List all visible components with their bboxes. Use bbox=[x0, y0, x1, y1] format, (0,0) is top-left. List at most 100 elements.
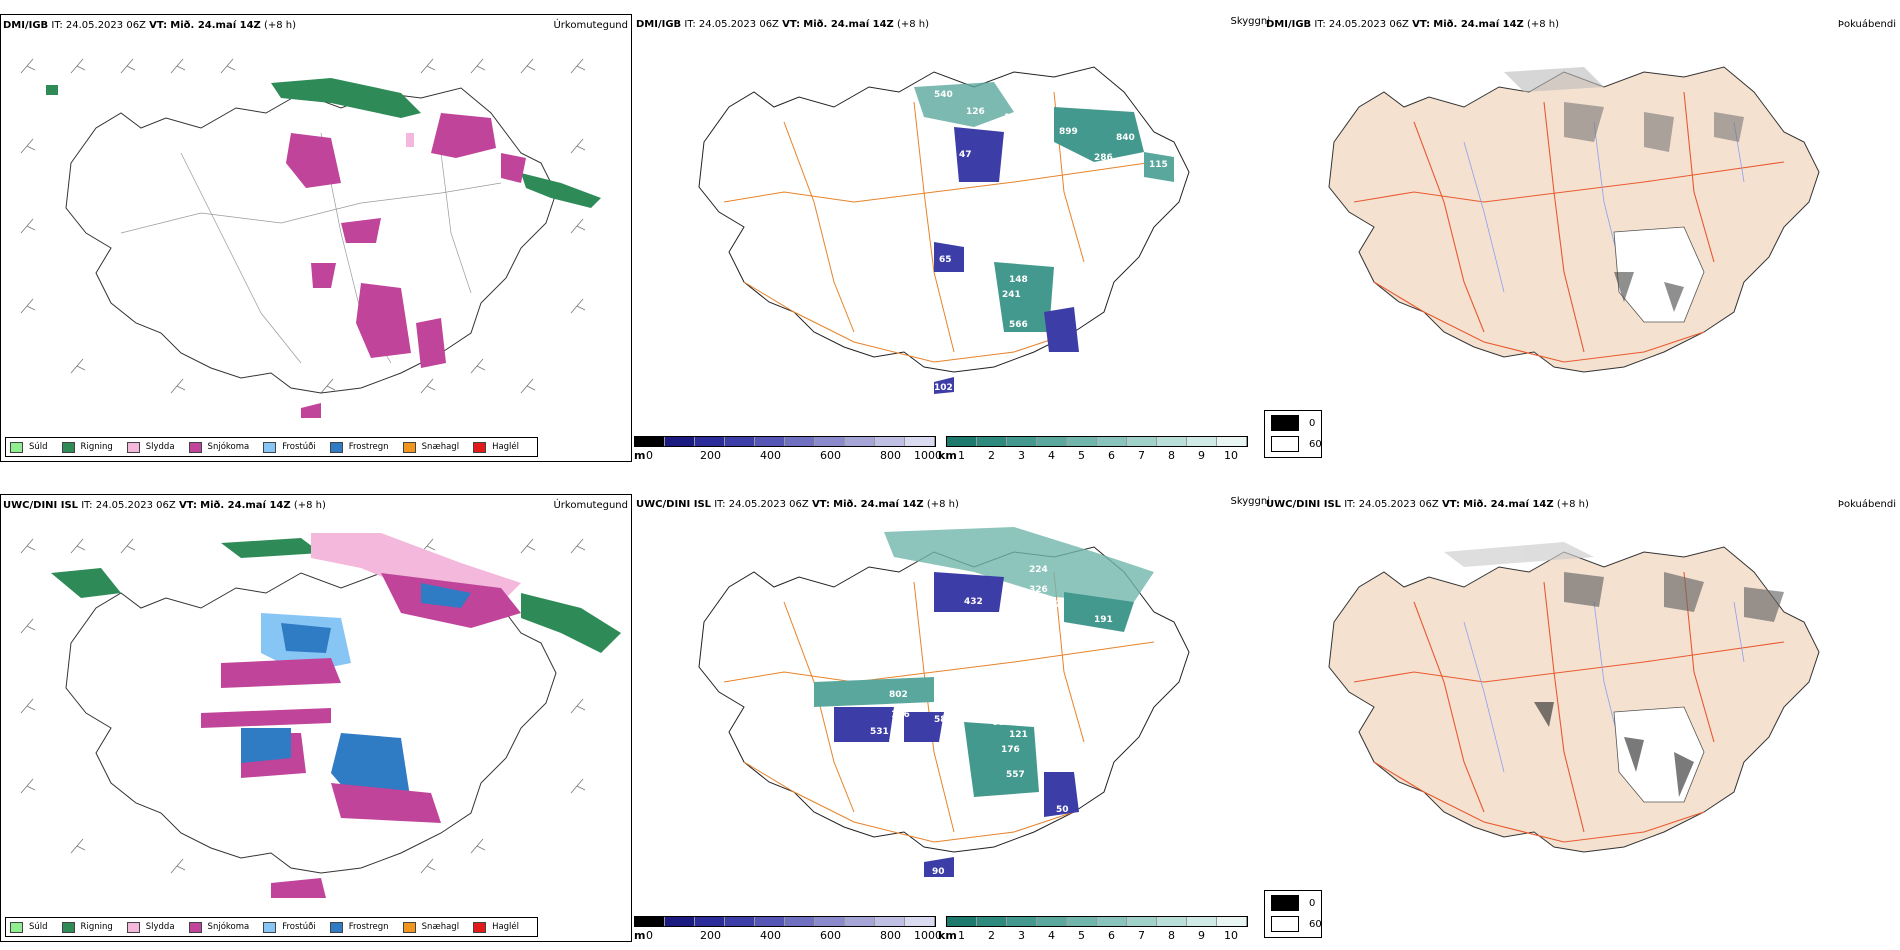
cloud-label: 08 bbox=[992, 718, 1005, 728]
fog-key-row: 0 bbox=[1271, 415, 1315, 431]
legend-label: Frostregn bbox=[348, 922, 389, 932]
tick-label: 5 bbox=[1078, 929, 1085, 942]
colorbar-cell bbox=[1037, 917, 1067, 926]
legend-item: Frostregn bbox=[329, 441, 389, 453]
it-label: IT: bbox=[51, 20, 63, 31]
cloud-label: 217 bbox=[939, 163, 958, 173]
it-label: IT: bbox=[81, 500, 93, 511]
panel-title: Skyggni bbox=[1230, 16, 1270, 27]
legend-swatch bbox=[126, 441, 140, 453]
colorbar-cell bbox=[785, 437, 815, 446]
tick-label: 10 bbox=[1224, 929, 1238, 942]
tick-label: 4 bbox=[1048, 449, 1055, 462]
panel-title: Úrkomutegund bbox=[553, 500, 628, 511]
legend-item: Súld bbox=[10, 441, 48, 453]
cloud-label: 47 bbox=[959, 150, 972, 160]
fog-areas bbox=[1444, 542, 1784, 797]
legend-label: Súld bbox=[29, 442, 48, 452]
fog-key-label: 0 bbox=[1309, 897, 1316, 909]
tick-label: 0 bbox=[646, 929, 653, 942]
tick-label: 3 bbox=[1018, 929, 1025, 942]
legend-label: Rigning bbox=[80, 442, 113, 452]
precip-legend: Súld Rigning Slydda Snjókoma Frostúði Fr… bbox=[5, 437, 539, 457]
colorbar-cell bbox=[665, 437, 695, 446]
cloud-map-top: 540 126 172 899 840 286 47 217 115 28 65… bbox=[698, 66, 1190, 397]
lead-time: (+8 h) bbox=[896, 19, 930, 30]
cloud-label: 102 bbox=[934, 383, 953, 393]
panel-header: UWC/DINI ISL IT: 24.05.2023 06Z VT: Mið.… bbox=[634, 496, 1270, 512]
colorbar-cell bbox=[635, 917, 665, 926]
colorbar-cell bbox=[977, 437, 1007, 446]
roads bbox=[723, 91, 1155, 363]
legend-swatch bbox=[402, 441, 416, 453]
legend-item: Snæhagl bbox=[402, 441, 459, 453]
fog-key: 0 60 bbox=[1264, 890, 1322, 938]
tick-label: 1 bbox=[958, 449, 965, 462]
colorbar-cell bbox=[977, 917, 1007, 926]
fog-key: 0 60 bbox=[1264, 410, 1322, 458]
legend-label: Frostúði bbox=[282, 922, 316, 932]
cloud-label: 432 bbox=[964, 597, 983, 607]
vt-label: VT: bbox=[782, 19, 801, 30]
wind-barbs bbox=[20, 58, 586, 394]
colorbar-cell bbox=[725, 917, 755, 926]
precip-legend: Súld Rigning Slydda Snjókoma Frostúði Fr… bbox=[5, 917, 539, 937]
vt-label: VT: bbox=[1441, 499, 1460, 510]
colorbar-cell bbox=[1097, 917, 1127, 926]
tick-label: 600 bbox=[820, 449, 841, 462]
legend-item: Snæhagl bbox=[402, 921, 459, 933]
legend-item: Haglél bbox=[473, 921, 519, 933]
legend-label: Slydda bbox=[145, 922, 175, 932]
cloud-visibility-panel-bottom: UWC/DINI ISL IT: 24.05.2023 06Z VT: Mið.… bbox=[634, 494, 1270, 942]
iceland-land bbox=[1328, 546, 1820, 853]
colorbar-cell bbox=[755, 917, 785, 926]
iceland-coastline bbox=[65, 87, 557, 394]
vt-label: VT: bbox=[1412, 19, 1431, 30]
legend-swatch bbox=[473, 441, 487, 453]
legend-item: Haglél bbox=[473, 441, 519, 453]
cloud-label: 899 bbox=[1059, 127, 1078, 137]
colorbar-cell bbox=[1217, 437, 1247, 446]
fog-map-bottom bbox=[1328, 542, 1820, 853]
cloud-label: 222 bbox=[1042, 600, 1061, 610]
cloud-label: 126 bbox=[891, 710, 910, 720]
cloud-label: 08 bbox=[1179, 625, 1192, 635]
colorbar-cell bbox=[1157, 917, 1187, 926]
legend-swatch bbox=[329, 441, 343, 453]
model-name: DMI/IGB bbox=[3, 20, 49, 31]
colorbar-cell bbox=[1097, 437, 1127, 446]
it-label: IT: bbox=[684, 19, 696, 30]
it-value: 24.05.2023 06Z bbox=[65, 20, 146, 31]
cloud-areas bbox=[814, 527, 1154, 877]
legend-swatch bbox=[10, 921, 23, 933]
colorbar-cell bbox=[947, 437, 977, 446]
colorbar-cell bbox=[905, 917, 935, 926]
it-value: 24.05.2023 06Z bbox=[1328, 19, 1409, 30]
tick-label: 400 bbox=[760, 449, 781, 462]
colorbar-cells bbox=[634, 916, 936, 927]
tick-label: 800 bbox=[880, 929, 901, 942]
it-value: 24.05.2023 06Z bbox=[698, 19, 779, 30]
colorbar-cell bbox=[1007, 437, 1037, 446]
colorbar-cell bbox=[695, 437, 725, 446]
cloud-label: 115 bbox=[1149, 160, 1168, 170]
colorbar-cell bbox=[947, 917, 977, 926]
panel-title: Þokuábendi bbox=[1837, 19, 1896, 30]
fog-areas bbox=[1504, 67, 1744, 312]
colorbar-cell bbox=[1127, 917, 1157, 926]
legend-item: Snjókoma bbox=[188, 441, 249, 453]
model-name: DMI/IGB bbox=[636, 19, 682, 30]
colorbar-cell bbox=[1067, 917, 1097, 926]
cloud-label: 50 bbox=[1056, 805, 1069, 815]
cloud-label: 90 bbox=[932, 867, 945, 877]
cloud-label: 241 bbox=[1002, 290, 1021, 300]
unit-label: m bbox=[634, 929, 646, 942]
it-value: 24.05.2023 06Z bbox=[1358, 499, 1439, 510]
legend-swatch bbox=[402, 921, 416, 933]
panel-header: DMI/IGB IT: 24.05.2023 06Z VT: Mið. 24.m… bbox=[634, 16, 1270, 32]
model-name: UWC/DINI ISL bbox=[3, 500, 79, 511]
cloud-visibility-panel-top: DMI/IGB IT: 24.05.2023 06Z VT: Mið. 24.m… bbox=[634, 14, 1270, 462]
legend-item: Rigning bbox=[61, 441, 113, 453]
legend-label: Slydda bbox=[145, 442, 175, 452]
fog-key-row: 0 bbox=[1271, 895, 1315, 911]
